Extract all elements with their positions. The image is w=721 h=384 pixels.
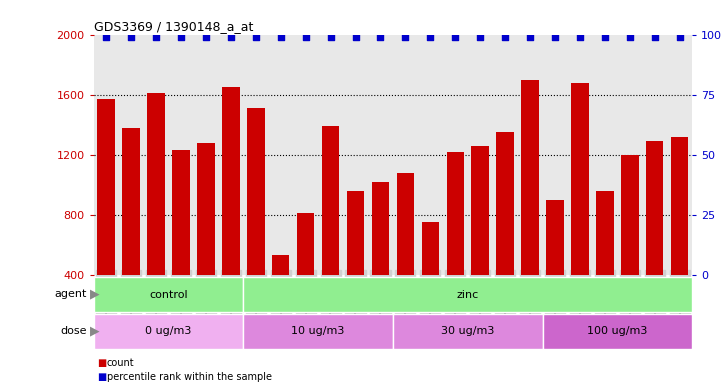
Text: agent: agent: [54, 289, 87, 299]
Point: [300, 34, 311, 40]
Bar: [247, 108, 265, 334]
Point: [624, 34, 636, 40]
Bar: [521, 79, 539, 334]
Bar: [397, 172, 414, 334]
Bar: [123, 127, 140, 334]
Point: [574, 34, 585, 40]
Point: [524, 34, 536, 40]
Point: [425, 34, 436, 40]
Point: [350, 34, 361, 40]
Text: GDS3369 / 1390148_a_at: GDS3369 / 1390148_a_at: [94, 20, 253, 33]
Point: [399, 34, 411, 40]
Text: control: control: [149, 290, 188, 300]
Text: ▶: ▶: [90, 287, 99, 300]
Bar: [94, 314, 243, 349]
Bar: [347, 190, 364, 334]
Bar: [422, 222, 439, 334]
Point: [100, 34, 112, 40]
Bar: [147, 93, 165, 334]
Bar: [621, 155, 639, 334]
Bar: [372, 182, 389, 334]
Bar: [243, 314, 393, 349]
Bar: [547, 200, 564, 334]
Point: [175, 34, 187, 40]
Text: zinc: zinc: [456, 290, 479, 300]
Text: count: count: [107, 358, 134, 368]
Point: [649, 34, 660, 40]
Text: 10 ug/m3: 10 ug/m3: [291, 326, 345, 336]
Bar: [322, 126, 340, 334]
Point: [599, 34, 611, 40]
Bar: [646, 141, 663, 334]
Bar: [571, 83, 588, 334]
Text: 30 ug/m3: 30 ug/m3: [441, 326, 495, 336]
Point: [250, 34, 262, 40]
Bar: [97, 99, 115, 334]
Point: [674, 34, 686, 40]
Bar: [198, 142, 215, 334]
Bar: [172, 150, 190, 334]
Point: [549, 34, 561, 40]
Point: [225, 34, 236, 40]
Bar: [543, 314, 692, 349]
Bar: [671, 137, 689, 334]
Point: [449, 34, 461, 40]
Text: dose: dose: [60, 326, 87, 336]
Bar: [272, 255, 289, 334]
Bar: [596, 190, 614, 334]
Bar: [472, 146, 489, 334]
Text: ■: ■: [97, 372, 107, 382]
Text: percentile rank within the sample: percentile rank within the sample: [107, 372, 272, 382]
Bar: [243, 277, 692, 312]
Point: [200, 34, 212, 40]
Text: 100 ug/m3: 100 ug/m3: [587, 326, 647, 336]
Point: [150, 34, 162, 40]
Point: [500, 34, 511, 40]
Text: ■: ■: [97, 358, 107, 368]
Bar: [297, 213, 314, 334]
Point: [275, 34, 286, 40]
Text: ▶: ▶: [90, 325, 99, 338]
Point: [474, 34, 486, 40]
Bar: [393, 314, 542, 349]
Bar: [222, 87, 239, 334]
Point: [375, 34, 386, 40]
Bar: [94, 277, 243, 312]
Text: 0 ug/m3: 0 ug/m3: [146, 326, 192, 336]
Bar: [497, 132, 514, 334]
Bar: [446, 152, 464, 334]
Point: [325, 34, 337, 40]
Point: [125, 34, 137, 40]
